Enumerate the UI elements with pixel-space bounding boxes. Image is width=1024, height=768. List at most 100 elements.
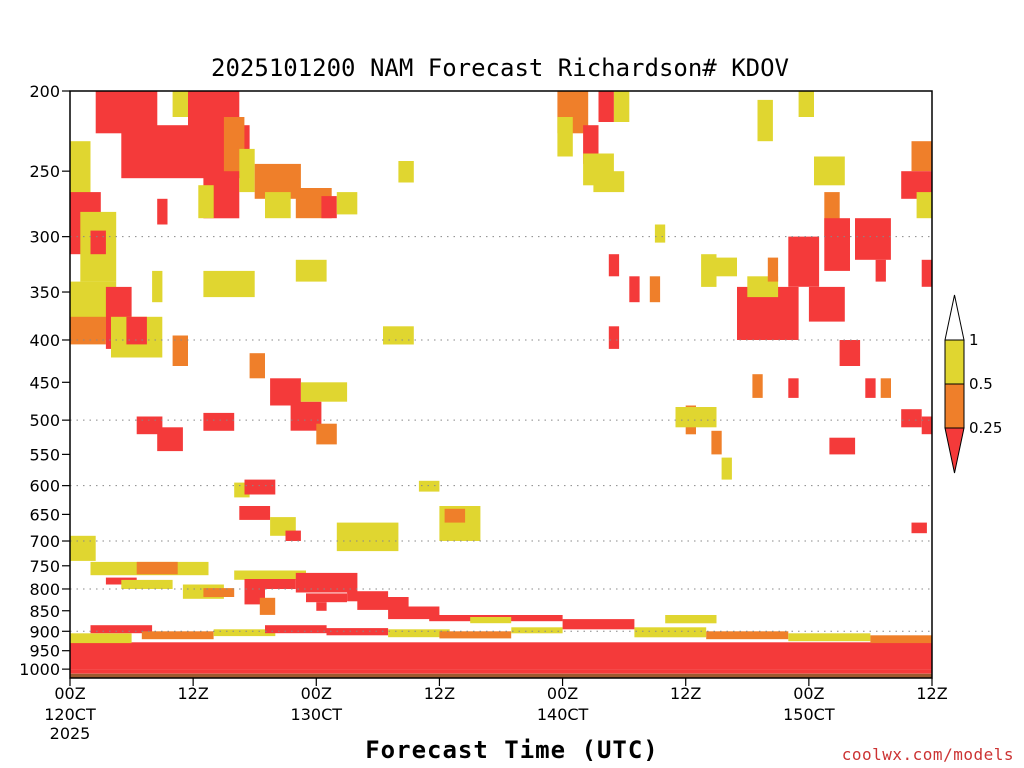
data-cell-121: [870, 635, 932, 644]
y-tick-label-300: 300: [29, 228, 60, 247]
legend-cap-top: [944, 294, 965, 341]
data-cell-47: [557, 117, 573, 157]
data-cell-58: [701, 254, 717, 287]
data-cell-35: [295, 259, 327, 282]
data-cell-44: [444, 508, 466, 523]
data-cell-26: [136, 416, 163, 435]
data-cell-98: [295, 572, 358, 593]
data-cell-25: [157, 198, 168, 225]
data-cell-110: [141, 631, 214, 640]
legend-label-0-5: 0.5: [969, 375, 993, 393]
data-cell-19: [70, 316, 106, 345]
y-tick-label-550: 550: [29, 445, 60, 464]
data-cell-112: [265, 625, 327, 634]
y-tick-label-900: 900: [29, 622, 60, 641]
legend-label-0-25: 0.25: [969, 419, 1002, 437]
y-tick-label-850: 850: [29, 602, 60, 621]
data-cell-78: [675, 407, 717, 428]
data-cell-115: [439, 631, 512, 639]
data-cell-106: [316, 602, 327, 611]
credit-text: coolwx.com/models: [842, 745, 1014, 764]
data-cell-109: [90, 625, 153, 634]
data-cell-34: [203, 270, 255, 298]
data-cell-120: [788, 633, 871, 642]
y-tick-label-1000: 1000: [19, 660, 60, 679]
legend-bin-mid: [944, 383, 965, 429]
data-cell-6: [172, 91, 188, 117]
y-tick-label-750: 750: [29, 557, 60, 576]
data-cell-85: [880, 378, 891, 398]
data-cell-4: [223, 117, 245, 172]
x-date-label-24: 130CT: [291, 705, 343, 724]
data-cell-111: [213, 629, 276, 637]
data-cell-119: [706, 631, 789, 640]
data-cell-12: [336, 192, 358, 215]
ground-surface: [70, 673, 932, 678]
data-cell-7: [198, 185, 214, 219]
data-cell-33: [316, 423, 337, 445]
data-cell-39: [244, 479, 276, 495]
x-tick-label-0: 00Z: [54, 684, 85, 703]
y-tick-label-400: 400: [29, 331, 60, 350]
data-cell-91: [136, 561, 178, 575]
y-tick-label-350: 350: [29, 283, 60, 302]
data-cell-118: [634, 627, 707, 638]
x-tick-label-72: 00Z: [793, 684, 824, 703]
y-tick-label-650: 650: [29, 505, 60, 524]
data-cell-63: [788, 236, 820, 287]
y-tick-label-250: 250: [29, 162, 60, 181]
chart-title: 2025101200 NAM Forecast Richardson# KDOV: [211, 54, 789, 82]
data-cell-45: [418, 480, 440, 492]
data-cell-28: [203, 412, 235, 431]
data-cell-89: [70, 535, 96, 561]
data-cell-97: [244, 579, 296, 589]
x-tick-label-12: 12Z: [177, 684, 208, 703]
data-cell-36: [383, 326, 414, 345]
data-cell-68: [875, 259, 886, 282]
x-tick-label-48: 00Z: [547, 684, 578, 703]
data-cell-81: [752, 374, 763, 398]
data-cell-29: [249, 353, 265, 379]
data-cell-84: [865, 378, 876, 398]
data-cell-23: [152, 270, 163, 303]
data-cell-59: [716, 257, 737, 277]
y-tick-label-500: 500: [29, 411, 60, 430]
data-cell-117: [562, 619, 635, 630]
data-cell-88: [911, 522, 927, 534]
x-tick-label-24: 00Z: [301, 684, 332, 703]
legend-cap-bottom: [944, 427, 965, 474]
x-date-label-72: 150CT: [783, 705, 835, 724]
data-cell-79: [711, 430, 722, 455]
dotted-gridlines: [70, 236, 932, 632]
data-cell-122: [665, 615, 717, 624]
data-cell-87: [921, 416, 932, 435]
data-cell-50: [598, 91, 614, 122]
legend-label-1: 1: [969, 331, 979, 349]
plot-area: [69, 90, 933, 679]
data-cell-57: [654, 224, 666, 243]
data-cell-75: [798, 91, 814, 117]
data-cell-52: [593, 171, 625, 193]
data-cells: [70, 91, 932, 674]
data-cell-82: [788, 378, 799, 398]
x-tick-label-36: 12Z: [424, 684, 455, 703]
data-cell-13: [398, 161, 414, 183]
x-axis-title: Forecast Time (UTC): [365, 736, 659, 764]
legend-bin-high: [944, 339, 965, 385]
y-tick-label-950: 950: [29, 642, 60, 661]
data-cell-30: [270, 378, 301, 406]
data-cell-53: [608, 254, 620, 277]
data-cell-73: [921, 259, 932, 287]
data-cell-66: [824, 218, 850, 271]
data-cell-114: [388, 629, 450, 638]
data-cell-31: [290, 401, 322, 431]
data-cell-116: [511, 627, 563, 634]
data-cell-72: [916, 192, 932, 219]
x-tick-label-84: 12Z: [916, 684, 947, 703]
data-cell-27: [157, 427, 183, 452]
data-cell-70: [911, 141, 932, 172]
data-cell-56: [608, 326, 620, 349]
data-cell-5: [239, 148, 255, 193]
y-tick-label-450: 450: [29, 373, 60, 392]
